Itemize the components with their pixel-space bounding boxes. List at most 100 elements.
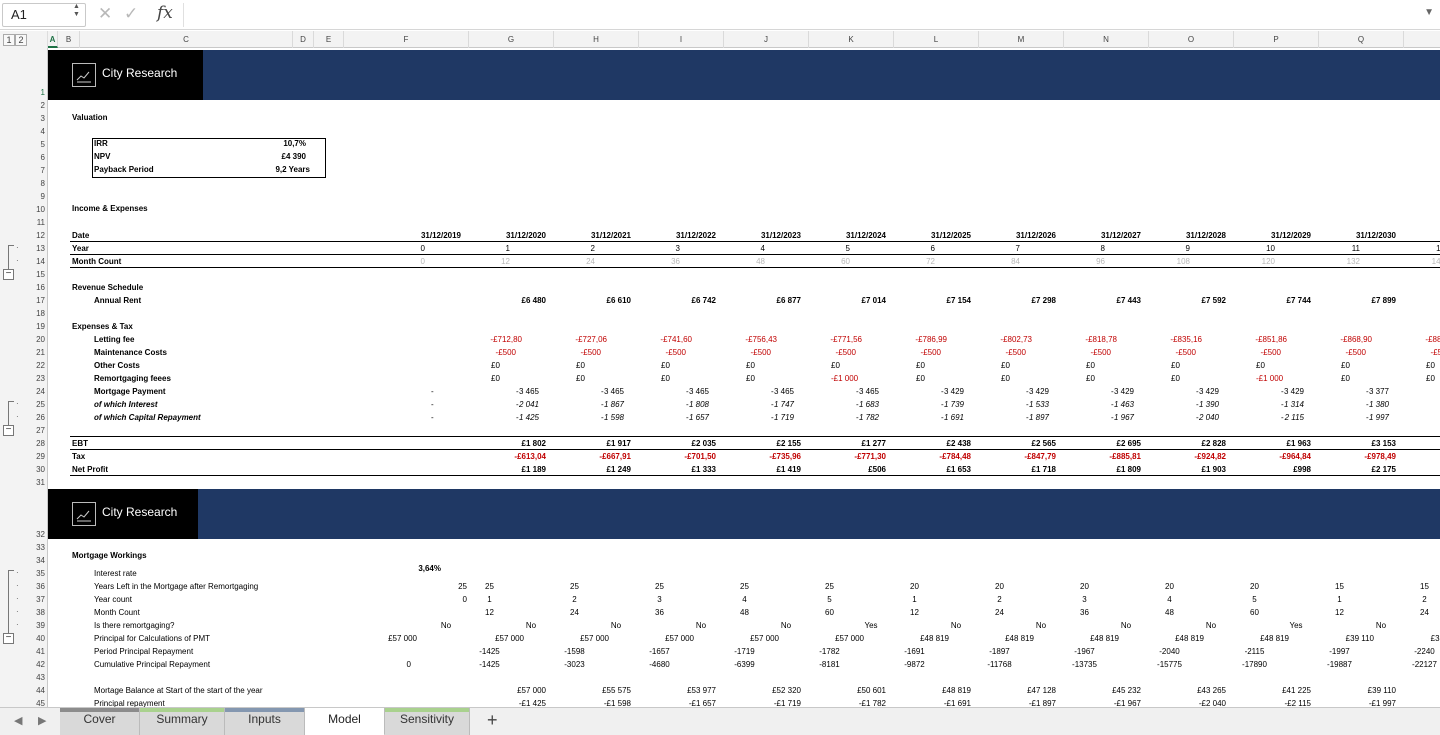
row-header-16[interactable]: 16 — [36, 283, 45, 292]
interest-dash[interactable]: - — [1366, 400, 1369, 409]
capital-repayment-label[interactable]: of which Capital Repayment — [94, 413, 201, 422]
remortgage-fee-label[interactable]: Remortgaging feees — [94, 374, 171, 383]
principal-repayment-cell[interactable]: -£1 425 — [518, 699, 546, 707]
row-header-20[interactable]: 20 — [36, 335, 45, 344]
tax-label[interactable]: Tax — [72, 452, 86, 461]
net-profit-cell[interactable]: £1 903 — [1201, 465, 1226, 474]
principal-repayment-cell[interactable]: -£2 115 — [1284, 699, 1311, 707]
mortpay-cell[interactable]: 3 429 — [943, 387, 964, 396]
maintenance-cell[interactable]: -£500 — [1260, 348, 1281, 357]
letting-cell[interactable]: -£868,90 — [1340, 335, 1372, 344]
tax-cell[interactable]: -£964,84 — [1279, 452, 1311, 461]
tax-cell[interactable]: -£771,30 — [854, 452, 886, 461]
mortgage-balance-cell[interactable]: £37 — [1404, 686, 1440, 696]
ebt-cell[interactable]: £1 277 — [861, 439, 886, 448]
collapse-group-button[interactable]: − — [3, 269, 14, 280]
sheet-tab-inputs[interactable]: Inputs — [225, 708, 305, 735]
year-cell[interactable]: 12 — [1436, 244, 1440, 253]
cumulative-repayment-cell[interactable]: 0 — [406, 660, 411, 669]
row-header-5[interactable]: 5 — [40, 140, 45, 149]
mortpay-dash[interactable]: - — [1366, 387, 1369, 396]
rent-cell[interactable]: £7 298 — [1031, 296, 1056, 305]
rent-cell[interactable]: £8 057 — [1404, 296, 1440, 306]
principal-repayment-cell[interactable]: -£2 — [1404, 699, 1440, 707]
column-header-I[interactable]: I — [639, 31, 724, 48]
row-header-42[interactable]: 42 — [36, 660, 45, 669]
year-count-cell[interactable]: 2 — [572, 595, 577, 604]
month-cell[interactable]: 0 — [420, 257, 425, 266]
principal-repayment-cell[interactable]: -£1 967 — [1113, 699, 1141, 707]
sheet-tab-cover[interactable]: Cover — [60, 708, 140, 735]
remortgaging-cell[interactable]: No — [1375, 621, 1387, 630]
month-cell[interactable]: 132 — [1346, 257, 1360, 266]
years-left-label[interactable]: Years Left in the Mortgage after Remortg… — [94, 582, 259, 591]
maintenance-cell[interactable]: -£500 — [920, 348, 941, 357]
mortpay-dash[interactable]: - — [1026, 387, 1029, 396]
remortgage-fee-cell[interactable]: £0 — [1001, 374, 1010, 383]
row-header-31[interactable]: 31 — [36, 478, 45, 487]
valuation-title[interactable]: Valuation — [72, 113, 108, 122]
mortpay-dash[interactable]: - — [516, 387, 519, 396]
date-cell[interactable]: 31/12/2020 — [505, 231, 546, 240]
row-header-41[interactable]: 41 — [36, 647, 45, 656]
row-header-23[interactable]: 23 — [36, 374, 45, 383]
tax-cell[interactable]: -£1 0 — [1404, 452, 1440, 462]
pmt-principal-cell[interactable]: £39 110 — [1345, 634, 1374, 643]
function-icon[interactable]: fx — [157, 3, 173, 23]
net-profit-cell[interactable]: £1 189 — [521, 465, 546, 474]
ebt-cell[interactable]: £3 153 — [1371, 439, 1396, 448]
interest-cell[interactable]: 1 808 — [688, 400, 709, 409]
row-header-19[interactable]: 19 — [36, 322, 45, 331]
year-count-cell[interactable]: 2 — [997, 595, 1002, 604]
net-profit-cell[interactable]: £1 718 — [1031, 465, 1056, 474]
principal-repayment-cell[interactable]: -£1 598 — [603, 699, 631, 707]
remortgage-fee-cell[interactable]: £0 — [661, 374, 670, 383]
month-count-cell[interactable]: 60 — [825, 608, 834, 617]
row-header-4[interactable]: 4 — [40, 127, 45, 136]
row-header-2[interactable]: 2 — [40, 101, 45, 110]
year-count-cell[interactable]: 1 — [912, 595, 917, 604]
other-costs-cell[interactable]: £0 — [1171, 361, 1180, 370]
remortgage-fee-cell[interactable]: £0 — [1086, 374, 1095, 383]
pmt-principal-cell[interactable]: £57 000 — [835, 634, 864, 643]
year-cell[interactable]: 0 — [420, 244, 425, 253]
rent-cell[interactable]: £7 899 — [1371, 296, 1396, 305]
column-header-O[interactable]: O — [1149, 31, 1234, 48]
interest-cell[interactable]: 1 390 — [1198, 400, 1219, 409]
rent-cell[interactable]: £7 014 — [861, 296, 886, 305]
years-left-cell[interactable]: 25 — [740, 582, 749, 591]
principal-repayment-cell[interactable]: -£2 040 — [1198, 699, 1226, 707]
cumulative-repayment-cell[interactable]: -13735 — [1072, 660, 1097, 669]
month-count-label[interactable]: Month Count — [94, 608, 140, 617]
letting-cell[interactable]: -£741,60 — [660, 335, 692, 344]
maintenance-cell[interactable]: -£500 — [835, 348, 856, 357]
date-cell[interactable]: 31/12/2026 — [1015, 231, 1056, 240]
remortgage-fee-cell[interactable]: £0 — [746, 374, 755, 383]
month-count-cell[interactable]: 60 — [1250, 608, 1259, 617]
years-left-cell[interactable]: 25 — [570, 582, 579, 591]
date-cell[interactable]: 31/12/2023 — [760, 231, 801, 240]
date-cell[interactable]: 31/12/2028 — [1185, 231, 1226, 240]
year-count-cell[interactable]: 3 — [1082, 595, 1087, 604]
row-header-17[interactable]: 17 — [36, 296, 45, 305]
column-header-R[interactable]: R — [1404, 31, 1440, 48]
mortpay-cell[interactable]: 3 429 — [1028, 387, 1049, 396]
other-costs-cell[interactable]: £0 — [1001, 361, 1010, 370]
row-header-10[interactable]: 10 — [36, 205, 45, 214]
cumulative-repayment-cell[interactable]: -15775 — [1157, 660, 1182, 669]
column-header-F[interactable]: F — [344, 31, 469, 48]
pmt-principal-cell[interactable]: £57 000 — [750, 634, 779, 643]
period-repayment-cell[interactable]: -1598 — [564, 647, 585, 656]
net-profit-cell[interactable]: £2 175 — [1371, 465, 1396, 474]
ebt-cell[interactable]: £1 802 — [521, 439, 546, 448]
year-cell[interactable]: 10 — [1266, 244, 1275, 253]
row-header-25[interactable]: 25 — [36, 400, 45, 409]
row-header-27[interactable]: 27 — [36, 426, 45, 435]
interest-dash[interactable]: - — [686, 400, 689, 409]
maintenance-cell[interactable]: -£500 — [580, 348, 601, 357]
remortgaging-cell[interactable]: No — [1120, 621, 1132, 630]
net-profit-label[interactable]: Net Profit — [72, 465, 108, 474]
remortgaging-question-label[interactable]: Is there remortgaging? — [94, 621, 175, 630]
npv-label[interactable]: NPV — [94, 152, 111, 161]
interest-cell[interactable]: 1 747 — [773, 400, 794, 409]
